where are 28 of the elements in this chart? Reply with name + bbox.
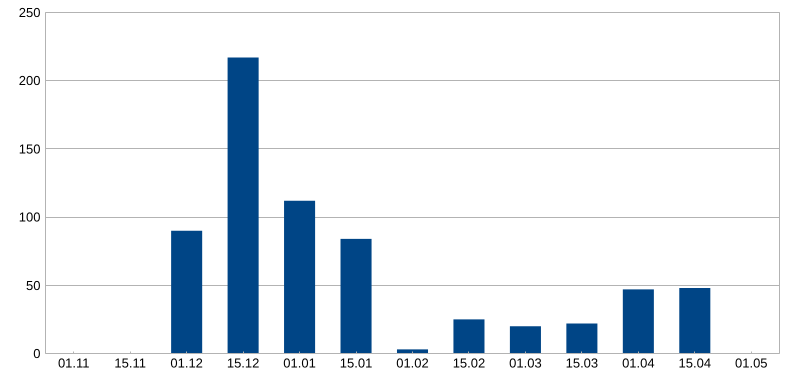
- x-tick-label: 01.11: [58, 356, 90, 370]
- y-tick-label: 150: [18, 141, 41, 156]
- x-tick-label: 15.12: [226, 356, 260, 370]
- bar: [510, 326, 541, 354]
- x-tick-label: 15.04: [678, 356, 712, 370]
- x-tick-label: 01.02: [396, 356, 429, 370]
- bar: [171, 230, 202, 354]
- bar: [566, 323, 598, 354]
- bar: [679, 288, 710, 354]
- x-tick-label: 15.03: [566, 356, 598, 370]
- x-tick-label: 15.01: [340, 356, 372, 370]
- bar: [284, 200, 316, 354]
- y-tick-label: 100: [18, 210, 41, 225]
- x-tick-label: 01.12: [170, 356, 203, 370]
- x-tick-label: 15.02: [452, 356, 486, 370]
- x-tick-label: 01.01: [283, 356, 316, 370]
- bar: [622, 289, 654, 354]
- bar: [228, 58, 259, 354]
- bar: [340, 238, 372, 354]
- x-tick-label: 01.03: [509, 356, 542, 370]
- y-tick-label: 0: [33, 346, 41, 361]
- y-tick-label: 50: [26, 278, 41, 293]
- x-tick-label: 01.05: [735, 356, 768, 370]
- bar: [453, 319, 484, 354]
- y-tick-label: 250: [18, 5, 41, 20]
- x-tick-label: 15.11: [114, 356, 146, 370]
- y-tick-label: 200: [18, 73, 41, 88]
- x-tick-label: 01.04: [622, 356, 655, 370]
